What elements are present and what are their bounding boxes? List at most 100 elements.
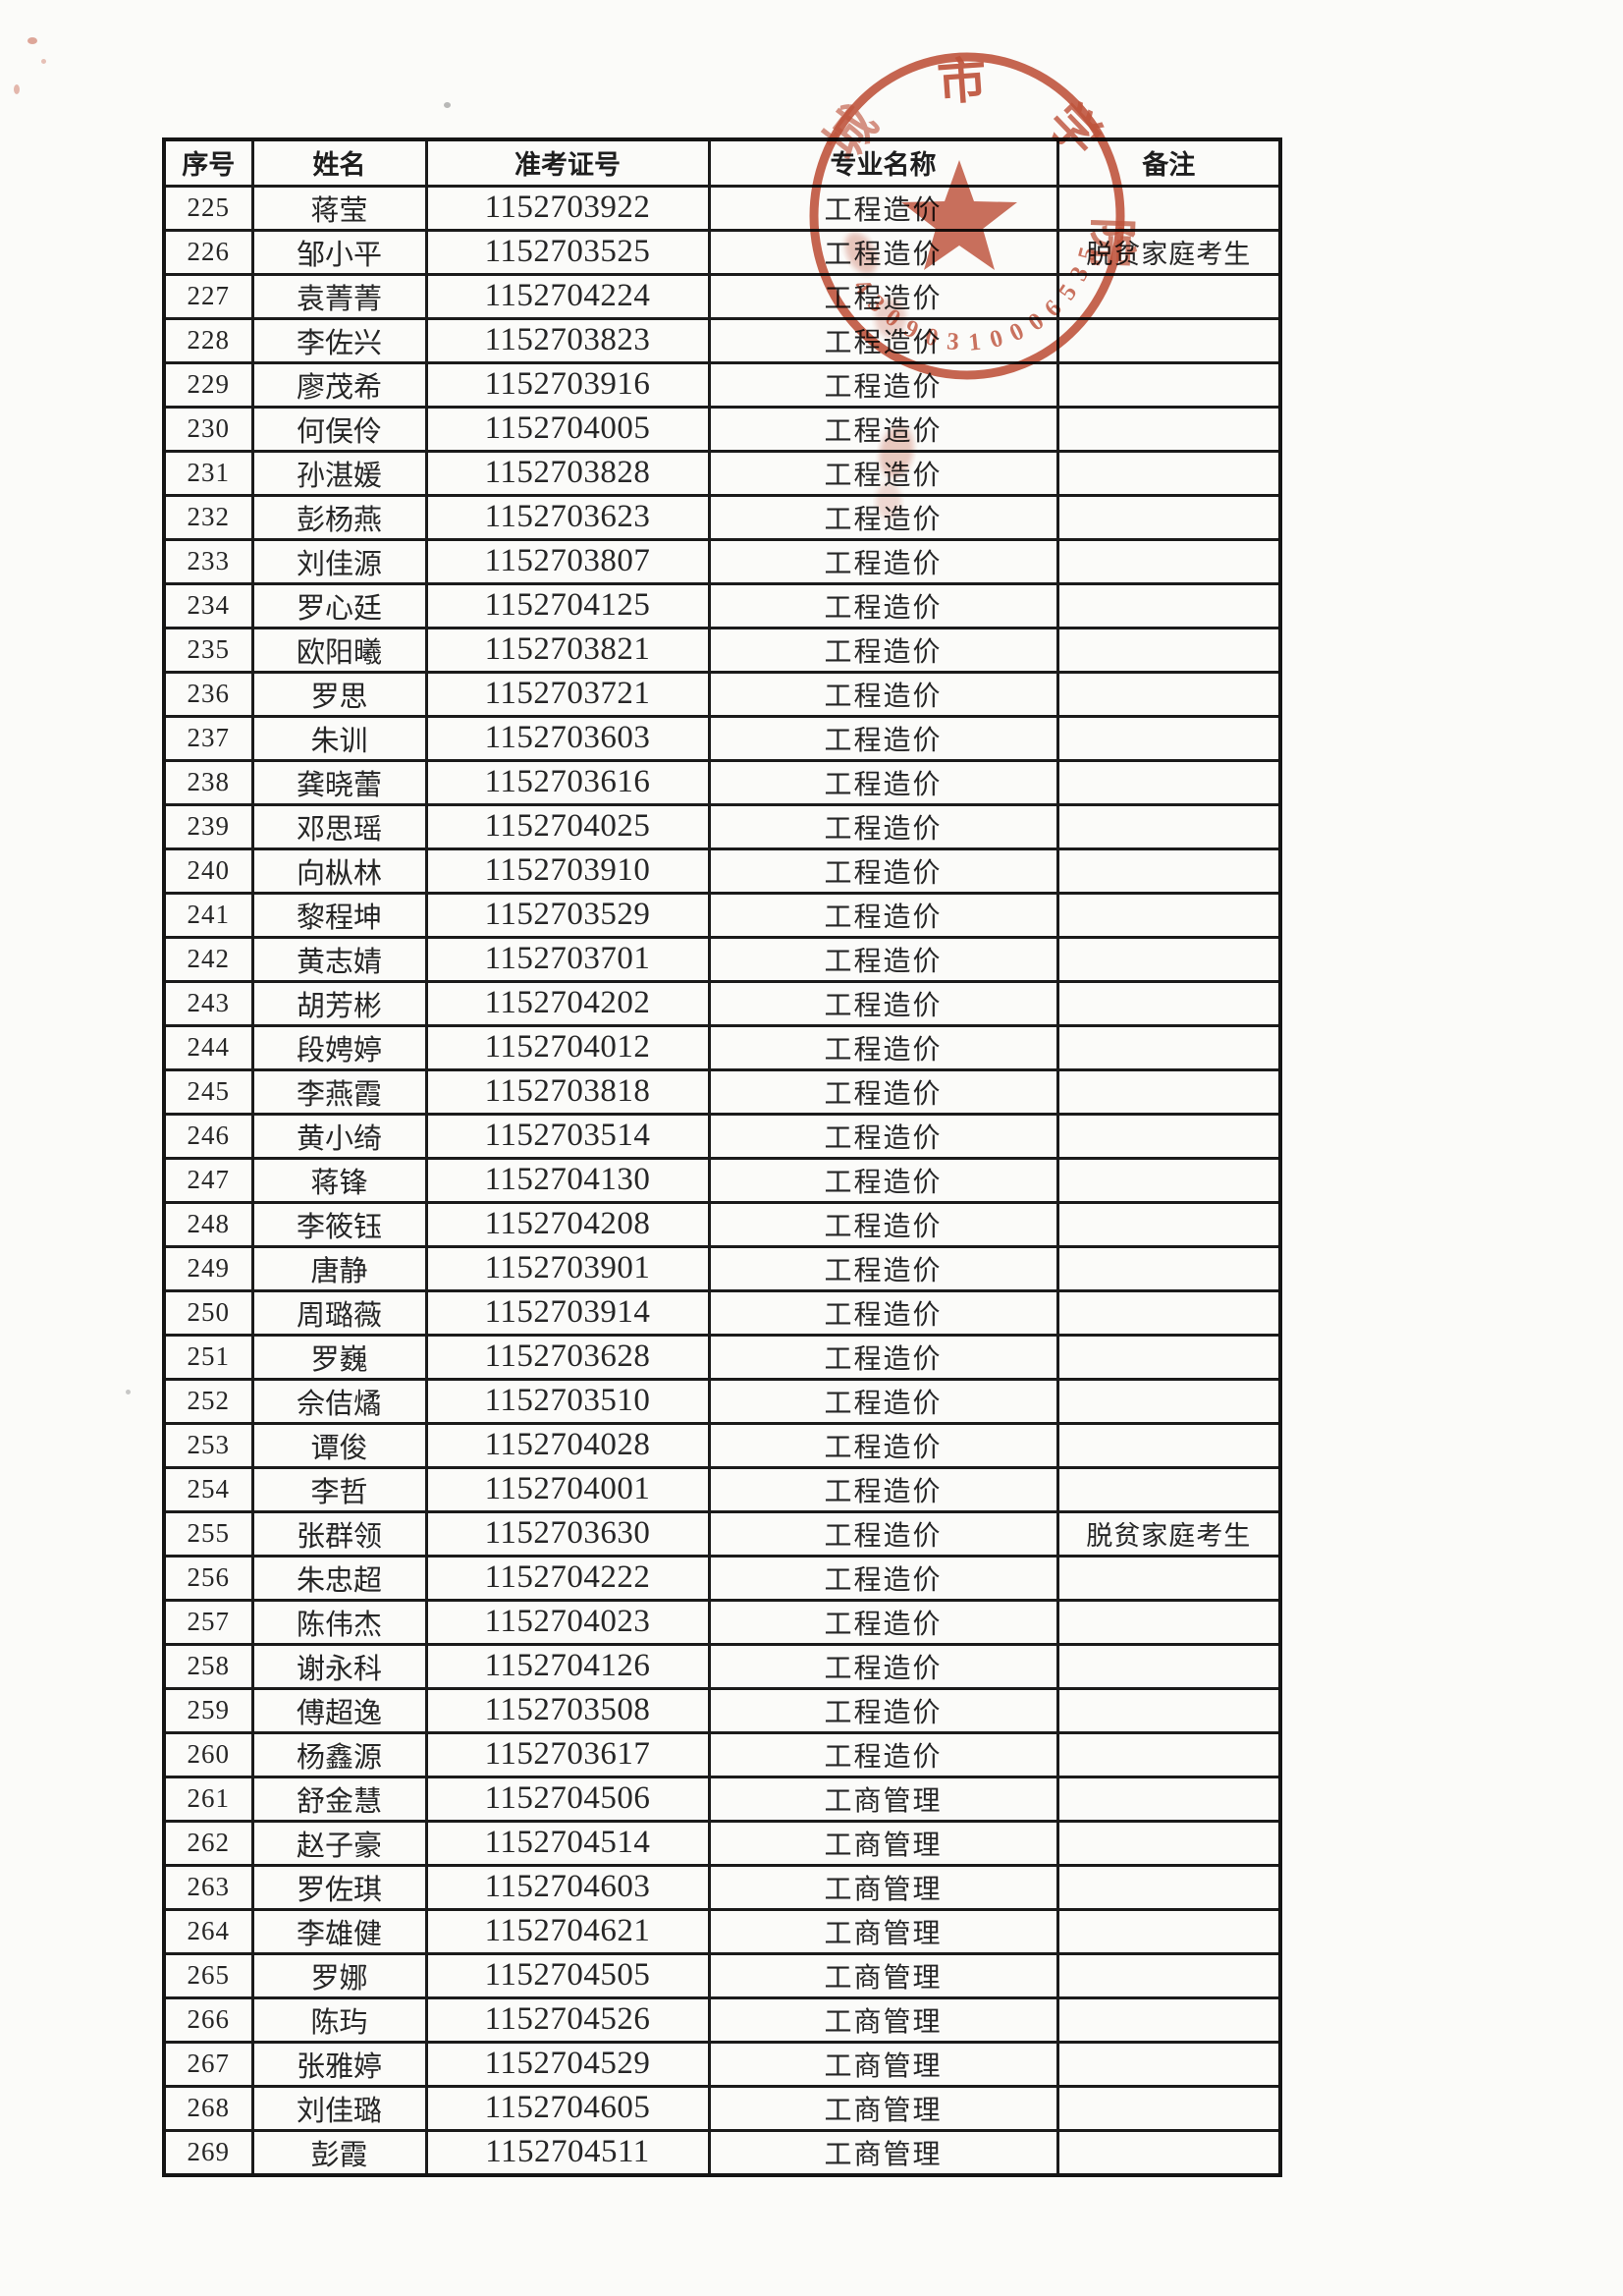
cell-remark xyxy=(1055,1200,1282,1248)
table-row: 240 向枞林 1152703910 工程造价 xyxy=(162,847,1282,895)
cell-no: 265 xyxy=(162,1951,254,1999)
cell-name: 罗心廷 xyxy=(250,581,428,629)
cell-major: 工程造价 xyxy=(707,802,1059,850)
cell-name: 陈伟杰 xyxy=(250,1598,428,1646)
cell-major: 工程造价 xyxy=(707,1288,1059,1337)
table-row: 234 罗心廷 1152704125 工程造价 xyxy=(162,581,1282,629)
cell-major: 工程造价 xyxy=(707,847,1059,895)
cell-name: 李佐兴 xyxy=(250,316,428,364)
cell-remark xyxy=(1055,935,1282,983)
cell-name: 赵子豪 xyxy=(250,1819,428,1867)
table-row: 268 刘佳璐 1152704605 工商管理 xyxy=(162,2084,1282,2132)
cell-ticket: 1152703721 xyxy=(424,670,711,718)
table-body: 225 蒋莹 1152703922 工程造价 226 邹小平 1152703525 工程造价脱… xyxy=(162,184,1282,2176)
cell-ticket: 1152703630 xyxy=(424,1509,711,1558)
cell-ticket: 1152704126 xyxy=(424,1642,711,1690)
cell-major: 工程造价 xyxy=(707,758,1059,806)
cell-name: 佘佶燏 xyxy=(250,1377,428,1425)
cell-ticket: 1152704514 xyxy=(424,1819,711,1867)
cell-name: 朱忠超 xyxy=(250,1554,428,1602)
cell-ticket: 1152704526 xyxy=(424,1995,711,2044)
cell-remark xyxy=(1055,1598,1282,1646)
cell-major: 工程造价 xyxy=(707,1465,1059,1513)
cell-major: 工商管理 xyxy=(707,1863,1059,1911)
table-row: 239 邓思瑶 1152704025 工程造价 xyxy=(162,802,1282,850)
table-row: 252 佘佶燏 1152703510 工程造价 xyxy=(162,1377,1282,1425)
cell-ticket: 1152703914 xyxy=(424,1288,711,1337)
cell-remark xyxy=(1055,758,1282,806)
table-row: 245 李燕霞 1152703818 工程造价 xyxy=(162,1067,1282,1116)
cell-no: 246 xyxy=(162,1112,254,1160)
cell-name: 罗巍 xyxy=(250,1333,428,1381)
table-row: 229 廖茂希 1152703916 工程造价 xyxy=(162,360,1282,409)
table-row: 241 黎程坤 1152703529 工程造价 xyxy=(162,891,1282,939)
table-row: 242 黄志婧 1152703701 工程造价 xyxy=(162,935,1282,983)
cell-major: 工程造价 xyxy=(707,626,1059,674)
cell-ticket: 1152703508 xyxy=(424,1686,711,1734)
cell-remark xyxy=(1055,449,1282,497)
cell-name: 陈玙 xyxy=(250,1995,428,2044)
cell-major: 工程造价 xyxy=(707,1023,1059,1071)
cell-no: 233 xyxy=(162,537,254,585)
cell-remark xyxy=(1055,1554,1282,1602)
cell-no: 269 xyxy=(162,2128,254,2176)
cell-major: 工程造价 xyxy=(707,1686,1059,1734)
table-row: 237 朱训 1152703603 工程造价 xyxy=(162,714,1282,762)
cell-remark xyxy=(1055,1775,1282,1823)
cell-name: 唐静 xyxy=(250,1244,428,1292)
cell-ticket: 1152703617 xyxy=(424,1730,711,1778)
cell-no: 248 xyxy=(162,1200,254,1248)
cell-ticket: 1152704001 xyxy=(424,1465,711,1513)
cell-major: 工程造价 xyxy=(707,1730,1059,1778)
cell-no: 242 xyxy=(162,935,254,983)
table-row: 246 黄小绮 1152703514 工程造价 xyxy=(162,1112,1282,1160)
candidate-roster-table: 序号 姓名 准考证号 专业名称 备注 225 蒋莹 1152703922 工程造价 22… xyxy=(162,137,1282,2177)
cell-name: 袁菁菁 xyxy=(250,272,428,320)
cell-name: 彭杨燕 xyxy=(250,493,428,541)
cell-major: 工程造价 xyxy=(707,360,1059,409)
cell-major: 工程造价 xyxy=(707,670,1059,718)
cell-remark xyxy=(1055,847,1282,895)
cell-major: 工商管理 xyxy=(707,1819,1059,1867)
cell-no: 239 xyxy=(162,802,254,850)
header-ticket-number: 准考证号 xyxy=(424,137,711,188)
cell-ticket: 1152704023 xyxy=(424,1598,711,1646)
cell-remark xyxy=(1055,360,1282,409)
cell-ticket: 1152703807 xyxy=(424,537,711,585)
cell-major: 工程造价 xyxy=(707,228,1059,276)
table-row: 226 邹小平 1152703525 工程造价 脱贫家庭考生 xyxy=(162,228,1282,276)
cell-remark xyxy=(1055,1333,1282,1381)
table-row: 248 李筱钰 1152704208 工程造价 xyxy=(162,1200,1282,1248)
table-row: 255 张群领 1152703630 工程造价 脱贫家庭考生 xyxy=(162,1509,1282,1558)
cell-no: 258 xyxy=(162,1642,254,1690)
cell-name: 向枞林 xyxy=(250,847,428,895)
cell-name: 舒金慧 xyxy=(250,1775,428,1823)
cell-remark xyxy=(1055,1377,1282,1425)
scan-speck xyxy=(126,1390,131,1394)
cell-remark xyxy=(1055,1642,1282,1690)
cell-no: 257 xyxy=(162,1598,254,1646)
cell-no: 267 xyxy=(162,2040,254,2088)
cell-no: 268 xyxy=(162,2084,254,2132)
table-row: 228 李佐兴 1152703823 工程造价 xyxy=(162,316,1282,364)
cell-remark xyxy=(1055,581,1282,629)
cell-ticket: 1152704224 xyxy=(424,272,711,320)
cell-ticket: 1152704222 xyxy=(424,1554,711,1602)
cell-major: 工程造价 xyxy=(707,1333,1059,1381)
cell-no: 262 xyxy=(162,1819,254,1867)
cell-remark xyxy=(1055,891,1282,939)
cell-ticket: 1152704012 xyxy=(424,1023,711,1071)
cell-no: 245 xyxy=(162,1067,254,1116)
table-row: 238 龚晓蕾 1152703616 工程造价 xyxy=(162,758,1282,806)
cell-name: 何俣伶 xyxy=(250,405,428,453)
cell-no: 254 xyxy=(162,1465,254,1513)
cell-major: 工商管理 xyxy=(707,1775,1059,1823)
cell-major: 工程造价 xyxy=(707,1554,1059,1602)
cell-name: 黄小绮 xyxy=(250,1112,428,1160)
cell-remark xyxy=(1055,714,1282,762)
scan-speck xyxy=(444,102,451,108)
cell-major: 工商管理 xyxy=(707,2084,1059,2132)
table-row: 261 舒金慧 1152704506 工商管理 xyxy=(162,1775,1282,1823)
cell-remark xyxy=(1055,1819,1282,1867)
cell-no: 229 xyxy=(162,360,254,409)
